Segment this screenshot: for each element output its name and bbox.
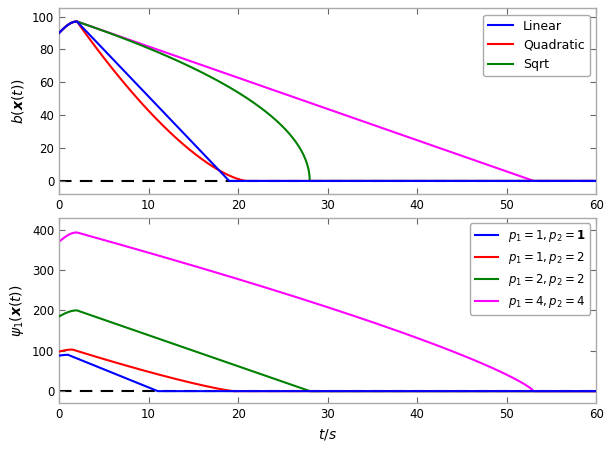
Legend: $p_1=1, p_2=\mathbf{1}$, $p_1=1, p_2=2$, $p_1=2, p_2=2$, $p_1=4, p_2=4$: $p_1=1, p_2=\mathbf{1}$, $p_1=1, p_2=2$,…: [470, 223, 591, 315]
X-axis label: $t/s$: $t/s$: [318, 427, 337, 441]
Y-axis label: $\psi_1(\boldsymbol{x}(t))$: $\psi_1(\boldsymbol{x}(t))$: [9, 284, 26, 337]
Y-axis label: $b(\boldsymbol{x}(t))$: $b(\boldsymbol{x}(t))$: [10, 78, 26, 124]
Legend: Linear, Quadratic, Sqrt: Linear, Quadratic, Sqrt: [483, 14, 590, 76]
